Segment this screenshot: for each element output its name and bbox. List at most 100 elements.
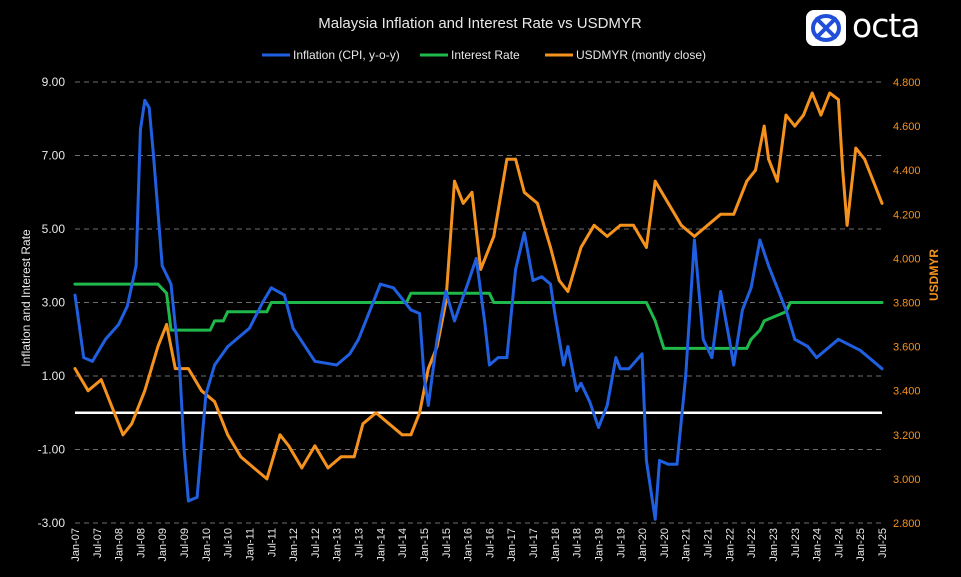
data-point: [627, 367, 631, 371]
data-point: [557, 279, 561, 282]
data-point: [134, 264, 138, 268]
x-tick-label: Jul-20: [659, 528, 671, 558]
data-point: [562, 363, 565, 367]
data-point: [435, 337, 439, 341]
series-line: [73, 282, 884, 350]
data-point: [156, 282, 160, 286]
data-point: [86, 389, 90, 393]
data-point: [819, 113, 823, 117]
x-tick-label: Jul-13: [354, 528, 366, 558]
data-point: [522, 190, 526, 194]
series-1: [73, 282, 884, 350]
data-point: [653, 179, 657, 183]
legend-label: Interest Rate: [451, 48, 520, 62]
data-point: [444, 290, 448, 293]
data-point: [291, 326, 295, 330]
data-point: [666, 201, 670, 205]
data-point: [82, 356, 86, 359]
x-tick-label: Jan-14: [375, 528, 387, 562]
data-point: [579, 246, 583, 249]
data-point: [618, 223, 622, 227]
data-point: [536, 201, 539, 205]
data-point: [605, 235, 609, 238]
data-point: [758, 328, 762, 332]
data-point: [614, 301, 618, 304]
data-point: [540, 275, 544, 279]
x-tick-label: Jan-21: [681, 528, 693, 562]
left-tick-label: 3.00: [42, 296, 66, 310]
x-tick-label: Jul-17: [528, 528, 540, 558]
x-tick-label: Jul-19: [615, 528, 627, 558]
data-point: [693, 235, 696, 238]
data-point: [863, 157, 866, 161]
data-point: [352, 455, 356, 459]
gridlines: [75, 81, 882, 524]
data-point: [379, 282, 382, 286]
data-point: [248, 326, 251, 330]
data-point: [597, 426, 600, 429]
data-point: [653, 319, 657, 323]
data-point: [426, 367, 430, 370]
data-point: [653, 517, 657, 521]
data-point: [73, 282, 77, 286]
x-tick-label: Jan-12: [288, 528, 300, 562]
data-point: [784, 113, 788, 117]
data-point: [566, 345, 570, 348]
x-tick-label: Jul-08: [135, 528, 147, 558]
data-point: [662, 347, 666, 350]
data-point: [645, 301, 648, 304]
data-point: [645, 246, 648, 249]
data-point: [313, 444, 317, 448]
data-point: [789, 301, 792, 304]
data-point: [392, 286, 395, 290]
data-point: [793, 124, 797, 128]
x-tick-label: Jul-09: [179, 528, 191, 558]
data-point: [221, 319, 225, 323]
data-point: [187, 499, 190, 503]
data-point: [348, 352, 352, 356]
right-tick-label: 3.600: [893, 342, 921, 354]
data-point: [104, 337, 107, 341]
legend-label: USDMYR (montly close): [576, 48, 706, 62]
x-tick-label: Jan-17: [506, 528, 518, 562]
left-tick-label: 9.00: [42, 75, 66, 89]
data-point: [592, 223, 596, 227]
data-point: [422, 374, 426, 378]
data-point: [208, 328, 212, 332]
data-point: [400, 297, 404, 301]
data-point: [165, 291, 169, 295]
right-tick-label: 4.400: [893, 165, 921, 177]
data-point: [745, 347, 749, 350]
data-point: [200, 389, 203, 393]
data-point: [732, 212, 736, 216]
data-point: [871, 359, 875, 363]
data-point: [283, 293, 286, 297]
x-tick-label: Jan-24: [812, 528, 824, 562]
data-point: [618, 367, 622, 371]
x-tick-label: Jul-12: [310, 528, 322, 558]
data-point: [767, 264, 770, 268]
data-point: [409, 308, 413, 312]
data-point: [719, 212, 722, 216]
data-point: [854, 146, 858, 150]
left-tick-label: 5.00: [42, 222, 66, 236]
data-point: [858, 348, 862, 352]
data-point: [706, 223, 709, 227]
data-point: [335, 363, 339, 367]
data-point: [409, 433, 413, 437]
x-tick-label: Jan-09: [157, 528, 169, 562]
right-tick-label: 3.400: [893, 386, 921, 398]
x-tick-label: Jan-25: [855, 528, 867, 562]
data-point: [684, 374, 688, 378]
data-point: [204, 393, 208, 396]
data-point: [549, 246, 552, 249]
data-point: [269, 286, 273, 290]
data-point: [483, 323, 487, 326]
data-point: [522, 231, 526, 235]
data-point: [575, 389, 578, 393]
data-point: [762, 124, 766, 128]
data-point: [474, 257, 478, 260]
data-point: [514, 157, 517, 161]
data-point: [426, 404, 430, 407]
data-point: [187, 367, 190, 370]
